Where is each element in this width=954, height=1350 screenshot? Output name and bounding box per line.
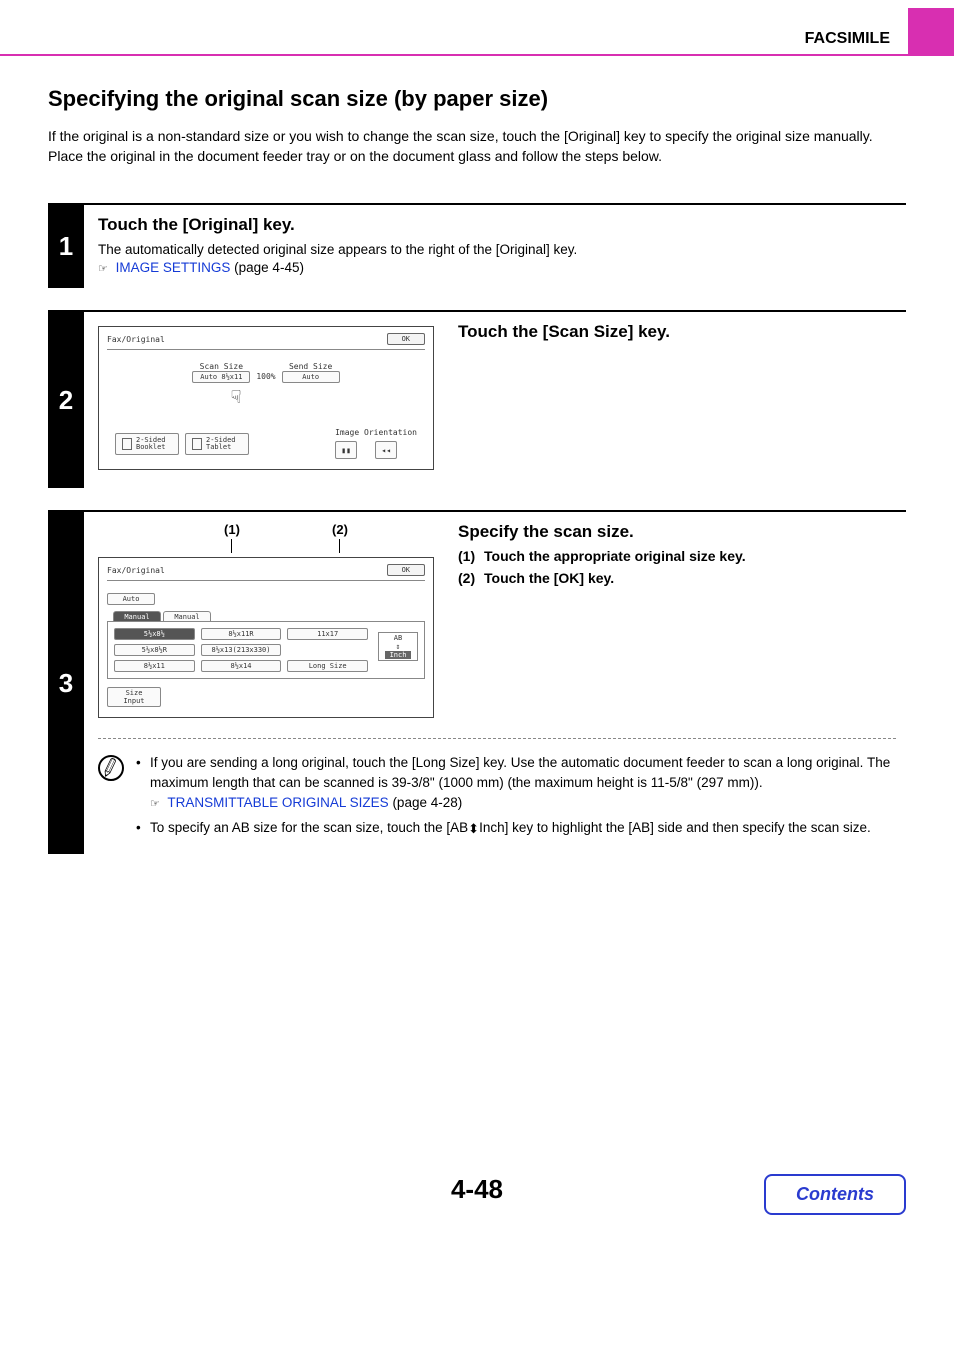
sub1-prefix: (1) bbox=[458, 548, 484, 564]
sub2-text: Touch the [OK] key. bbox=[484, 570, 614, 586]
note-1: If you are sending a long original, touc… bbox=[136, 753, 896, 812]
size-input-button[interactable]: Size Input bbox=[107, 687, 161, 707]
sub2-prefix: (2) bbox=[458, 570, 484, 586]
step-2-screenshot: Fax/Original OK Scan Size Auto 8½x11 100… bbox=[98, 326, 434, 470]
two-sided-tablet-button[interactable]: 2-Sided Tablet bbox=[185, 433, 249, 455]
step-3-title: Specify the scan size. bbox=[458, 522, 896, 542]
note-2-text-b: Inch] key to highlight the [AB] side and… bbox=[479, 820, 871, 835]
note-block: 🖉 If you are sending a long original, to… bbox=[98, 753, 896, 844]
section-title: FACSIMILE bbox=[0, 24, 908, 54]
note-2-text-a: To specify an AB size for the scan size,… bbox=[150, 820, 468, 835]
step-3: 3 (1) (2) Fax/Original OK Auto bbox=[48, 510, 906, 854]
pointer-icon: ☞ bbox=[98, 263, 108, 275]
link-page-ref: (page 4-45) bbox=[230, 260, 304, 275]
note-1-text: If you are sending a long original, touc… bbox=[150, 755, 890, 790]
size-button[interactable]: 11x17 bbox=[287, 628, 368, 640]
orientation-portrait-button[interactable]: ▮▮ bbox=[335, 441, 357, 459]
note-1-page-ref: (page 4-28) bbox=[389, 795, 463, 810]
screen-title: Fax/Original bbox=[107, 335, 165, 344]
callout-2: (2) bbox=[332, 522, 348, 537]
size-button[interactable]: 5½x8½ bbox=[114, 628, 195, 640]
step-number: 3 bbox=[48, 512, 84, 854]
screen-title: Fax/Original bbox=[107, 566, 165, 575]
two-sided-booklet-button[interactable]: 2-Sided Booklet bbox=[115, 433, 179, 455]
ok-button[interactable]: OK bbox=[387, 564, 425, 576]
step-number: 1 bbox=[48, 205, 84, 289]
size-button[interactable]: 8½x11R bbox=[201, 628, 282, 640]
send-size-label: Send Size bbox=[282, 362, 340, 371]
header-band: FACSIMILE bbox=[0, 8, 954, 56]
step-1: 1 Touch the [Original] key. The automati… bbox=[48, 203, 906, 289]
size-button[interactable]: 5½x8½R bbox=[114, 644, 195, 656]
ab-inch-toggle[interactable]: AB ⇕ Inch bbox=[378, 632, 418, 661]
inch-label: Inch bbox=[385, 651, 411, 659]
scan-size-button[interactable]: Auto 8½x11 bbox=[192, 371, 250, 383]
orientation-landscape-button[interactable]: ◂◂ bbox=[375, 441, 397, 459]
size-button[interactable]: 8½x11 bbox=[114, 660, 195, 672]
contents-button[interactable]: Contents bbox=[764, 1174, 906, 1215]
step-1-desc: The automatically detected original size… bbox=[98, 241, 896, 279]
ab-label: AB bbox=[385, 634, 411, 642]
orientation-label: Image Orientation bbox=[335, 428, 417, 437]
sub1-text: Touch the appropriate original size key. bbox=[484, 548, 746, 564]
magenta-tab bbox=[908, 8, 954, 54]
up-down-arrow-icon: ⬍ bbox=[468, 822, 479, 835]
zoom-percent: 100% bbox=[256, 372, 275, 383]
step-3-screenshot: Fax/Original OK Auto Manual Manual 5½x8½… bbox=[98, 557, 434, 718]
callout-1: (1) bbox=[224, 522, 240, 537]
step-1-title: Touch the [Original] key. bbox=[98, 215, 896, 235]
ok-button[interactable]: OK bbox=[387, 333, 425, 345]
size-button[interactable]: Long Size bbox=[287, 660, 368, 672]
step-2: 2 Fax/Original OK Scan Size Auto 8½x11 bbox=[48, 310, 906, 488]
image-settings-link[interactable]: IMAGE SETTINGS bbox=[116, 260, 231, 275]
dashed-separator bbox=[98, 738, 896, 739]
touch-hand-icon: ☟ bbox=[47, 387, 425, 408]
callout-row: (1) (2) bbox=[98, 522, 434, 553]
note-2: To specify an AB size for the scan size,… bbox=[136, 818, 896, 838]
pointer-icon: ☞ bbox=[150, 798, 160, 810]
page-title: Specifying the original scan size (by pa… bbox=[48, 86, 906, 112]
intro-text: If the original is a non-standard size o… bbox=[48, 126, 906, 167]
auto-button[interactable]: Auto bbox=[107, 593, 155, 605]
transmittable-sizes-link[interactable]: TRANSMITTABLE ORIGINAL SIZES bbox=[167, 795, 388, 810]
size-button[interactable]: 8½x14 bbox=[201, 660, 282, 672]
step-1-desc-text: The automatically detected original size… bbox=[98, 242, 577, 257]
scan-size-label: Scan Size bbox=[192, 362, 250, 371]
step-2-title: Touch the [Scan Size] key. bbox=[458, 322, 896, 342]
send-size-button[interactable]: Auto bbox=[282, 371, 340, 383]
note-icon: 🖉 bbox=[98, 755, 124, 781]
size-button[interactable]: 8½x13(213x330) bbox=[201, 644, 282, 656]
